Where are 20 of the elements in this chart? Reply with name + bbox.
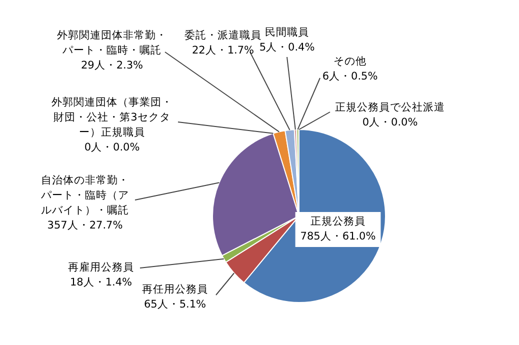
slice-label: 民間職員 [265, 26, 309, 39]
slice-label: その他 [334, 56, 366, 68]
data-label: 6人・0.5% [322, 70, 378, 83]
data-label: 18人・1.4% [70, 276, 132, 289]
category-label: 外郭関連団体（事業団・財団・公社・第3セクター）正規職員 [52, 96, 172, 139]
data-label: 22人・1.7% [192, 44, 254, 57]
slice-label: 自治体の非常勤・パート・臨時（アルバイト）・嘱託 [40, 174, 129, 217]
slice-label: 外郭関連団体非常勤・パート・臨時・嘱託 [57, 28, 167, 57]
text: 0人・0.0% [362, 116, 418, 129]
slice-label: 正規公務員 [310, 216, 366, 228]
text: 0人・0.0% [84, 142, 140, 154]
slice-label: 再雇用公務員 [68, 260, 134, 274]
data-label: 29人・2.3% [80, 60, 144, 72]
slice-label: 委託・派遣職員 [184, 28, 262, 42]
category-label: 正規公務員で公社派遣 [335, 102, 445, 114]
data-label: 357人・27.7% [47, 220, 123, 232]
data-label: 5人・0.4% [259, 42, 315, 54]
slice-label: 再任用公務員 [142, 284, 208, 296]
data-label: 785人・61.0% [300, 230, 376, 243]
data-label: 65人・5.1% [144, 298, 206, 311]
